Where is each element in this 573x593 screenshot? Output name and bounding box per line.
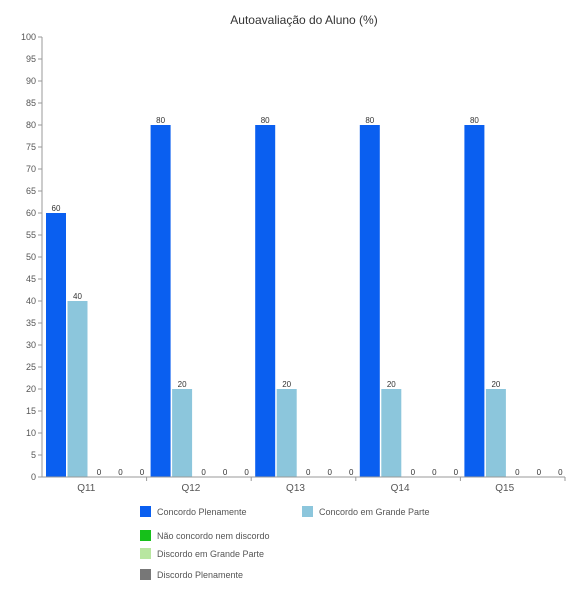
legend-swatch xyxy=(140,530,151,541)
bar-value-label: 80 xyxy=(156,116,165,125)
bar-value-label: 20 xyxy=(282,380,291,389)
legend-label: Discordo Plenamente xyxy=(157,570,243,580)
y-tick-label: 5 xyxy=(31,450,36,460)
y-tick-label: 60 xyxy=(26,208,36,218)
y-tick-label: 20 xyxy=(26,384,36,394)
y-axis: 0 5 10 15 20 25 30 35 40 45 50 55 60 65 70 75 80 85 90 95 10… xyxy=(21,32,43,482)
bar-value-label: 0 xyxy=(349,468,354,477)
legend-swatch xyxy=(140,548,151,559)
y-tick-label: 30 xyxy=(26,340,36,350)
y-tick-label: 65 xyxy=(26,186,36,196)
y-tick-label: 55 xyxy=(26,230,36,240)
y-tick-label: 35 xyxy=(26,318,36,328)
bar-value-label: 80 xyxy=(470,116,479,125)
bar xyxy=(381,389,402,477)
bar-value-label: 0 xyxy=(118,468,123,477)
bar-value-label: 60 xyxy=(52,204,61,213)
bar xyxy=(276,389,297,477)
bar xyxy=(485,389,506,477)
bar-value-label: 0 xyxy=(201,468,206,477)
y-tick-label: 50 xyxy=(26,252,36,262)
bar-value-label: 20 xyxy=(178,380,187,389)
bar xyxy=(359,125,380,477)
bar-value-label: 0 xyxy=(306,468,311,477)
bar xyxy=(150,125,171,477)
y-tick-label: 70 xyxy=(26,164,36,174)
bar-value-label: 20 xyxy=(387,380,396,389)
bar-value-label: 0 xyxy=(432,468,437,477)
bar-value-label: 0 xyxy=(140,468,145,477)
legend-label: Concordo Plenamente xyxy=(157,507,247,517)
bar-value-label: 0 xyxy=(97,468,102,477)
legend-label: Não concordo nem discordo xyxy=(157,531,270,541)
y-tick-label: 95 xyxy=(26,54,36,64)
bar-value-label: 0 xyxy=(223,468,228,477)
plot-area: 60 40 0 0 0 80 20 0 0 0 80 20 0 0 0 80 20 0 0 0 80 20 0 0 0 xyxy=(46,116,563,477)
bar-value-label: 0 xyxy=(244,468,249,477)
y-tick-label: 25 xyxy=(26,362,36,372)
y-tick-label: 15 xyxy=(26,406,36,416)
x-tick-label: Q12 xyxy=(181,483,200,494)
legend-swatch xyxy=(140,569,151,580)
y-tick-label: 80 xyxy=(26,120,36,130)
bar-value-label: 0 xyxy=(454,468,459,477)
bar-value-label: 0 xyxy=(411,468,416,477)
bar xyxy=(46,213,66,477)
bar xyxy=(172,389,193,477)
bar xyxy=(464,125,485,477)
x-tick-label: Q13 xyxy=(286,483,305,494)
bar xyxy=(255,125,276,477)
bar-value-label: 20 xyxy=(491,380,500,389)
bar-value-label: 0 xyxy=(327,468,332,477)
bar-value-label: 0 xyxy=(537,468,542,477)
y-tick-label: 45 xyxy=(26,274,36,284)
x-axis: Q11 Q12 Q13 Q14 Q15 xyxy=(42,476,566,494)
bar-value-label: 0 xyxy=(515,468,520,477)
y-tick-label: 0 xyxy=(31,472,36,482)
bar-value-label: 80 xyxy=(365,116,374,125)
legend-label: Concordo em Grande Parte xyxy=(319,507,430,517)
y-tick-label: 75 xyxy=(26,142,36,152)
x-tick-label: Q15 xyxy=(495,483,514,494)
y-tick-label: 100 xyxy=(21,32,36,42)
legend-swatch xyxy=(140,506,151,517)
y-tick-label: 40 xyxy=(26,296,36,306)
bar xyxy=(67,301,88,477)
y-tick-label: 90 xyxy=(26,76,36,86)
bar-value-label: 40 xyxy=(73,292,82,301)
legend-label: Discordo em Grande Parte xyxy=(157,549,264,559)
legend-swatch xyxy=(302,506,313,517)
bar-value-label: 0 xyxy=(558,468,563,477)
x-tick-label: Q14 xyxy=(391,483,410,494)
x-tick-label: Q11 xyxy=(77,483,96,494)
legend: Concordo Plenamente Concordo em Grande Pa… xyxy=(140,506,430,580)
y-tick-label: 10 xyxy=(26,428,36,438)
bar-value-label: 80 xyxy=(261,116,270,125)
y-tick-label: 85 xyxy=(26,98,36,108)
chart-title: Autoavaliação do Aluno (%) xyxy=(230,13,377,27)
